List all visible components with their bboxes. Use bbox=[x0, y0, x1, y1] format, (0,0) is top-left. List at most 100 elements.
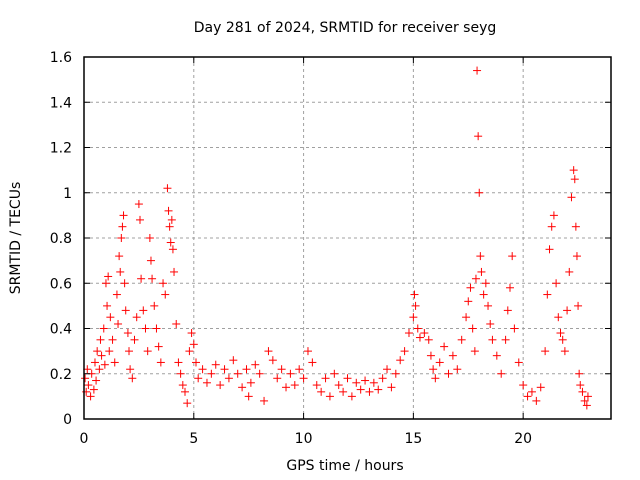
data-point bbox=[578, 387, 587, 396]
data-point bbox=[166, 238, 175, 247]
data-point bbox=[164, 206, 173, 215]
data-point bbox=[93, 347, 102, 356]
data-point bbox=[547, 222, 556, 231]
y-tick-label: 0.6 bbox=[50, 276, 72, 292]
data-point bbox=[141, 324, 150, 333]
data-point bbox=[92, 376, 101, 385]
data-point bbox=[143, 347, 152, 356]
data-point bbox=[374, 385, 383, 394]
y-tick-label: 0 bbox=[63, 412, 72, 428]
data-point bbox=[137, 274, 146, 283]
data-point bbox=[110, 358, 119, 367]
data-point bbox=[99, 324, 108, 333]
data-point bbox=[457, 335, 466, 344]
data-point bbox=[505, 283, 514, 292]
data-point bbox=[152, 324, 161, 333]
data-point bbox=[325, 392, 334, 401]
data-point bbox=[90, 358, 99, 367]
data-point bbox=[191, 358, 200, 367]
data-point bbox=[468, 324, 477, 333]
data-point bbox=[582, 401, 591, 410]
data-point bbox=[167, 215, 176, 224]
data-point bbox=[286, 369, 295, 378]
data-point bbox=[135, 215, 144, 224]
data-point bbox=[178, 381, 187, 390]
data-point bbox=[246, 378, 255, 387]
data-point bbox=[383, 365, 392, 374]
data-point bbox=[277, 365, 286, 374]
data-point bbox=[572, 252, 581, 261]
data-point bbox=[558, 335, 567, 344]
y-tick-label: 0.4 bbox=[50, 322, 72, 338]
data-point bbox=[549, 211, 558, 220]
data-point bbox=[470, 347, 479, 356]
data-point bbox=[134, 200, 143, 209]
data-point bbox=[570, 175, 579, 184]
data-point bbox=[484, 301, 493, 310]
data-point bbox=[103, 301, 112, 310]
data-point bbox=[97, 351, 106, 360]
data-point bbox=[488, 335, 497, 344]
x-tick-label: 15 bbox=[404, 431, 422, 447]
data-point bbox=[139, 306, 148, 315]
data-point bbox=[330, 369, 339, 378]
data-point bbox=[101, 279, 110, 288]
data-point bbox=[514, 358, 523, 367]
data-point bbox=[183, 399, 192, 408]
axis-ticks: 0 0.2 0.4 0.6 0.8 1 1.2 1.4 1.6 0 5 10 15 20 bbox=[50, 50, 611, 447]
data-point bbox=[361, 376, 370, 385]
data-point bbox=[486, 319, 495, 328]
data-point bbox=[202, 378, 211, 387]
data-point bbox=[571, 222, 580, 231]
data-point bbox=[440, 342, 449, 351]
data-point bbox=[444, 369, 453, 378]
data-point bbox=[264, 347, 273, 356]
x-tick-label: 20 bbox=[514, 431, 532, 447]
data-point bbox=[105, 347, 114, 356]
x-tick-label: 0 bbox=[80, 431, 89, 447]
data-point bbox=[567, 193, 576, 202]
data-point bbox=[119, 211, 128, 220]
data-point bbox=[563, 306, 572, 315]
data-point bbox=[86, 392, 95, 401]
data-point bbox=[497, 369, 506, 378]
data-point bbox=[523, 392, 532, 401]
data-point bbox=[295, 365, 304, 374]
data-point bbox=[125, 347, 134, 356]
y-axis-label: SRMTID / TECUs bbox=[8, 182, 24, 295]
data-point bbox=[574, 301, 583, 310]
data-point bbox=[273, 374, 282, 383]
data-point bbox=[154, 342, 163, 351]
data-point bbox=[321, 374, 330, 383]
data-point bbox=[211, 360, 220, 369]
data-point bbox=[238, 383, 247, 392]
data-point bbox=[492, 351, 501, 360]
data-point bbox=[118, 222, 127, 231]
data-point bbox=[121, 306, 130, 315]
data-point bbox=[126, 365, 135, 374]
data-point bbox=[391, 369, 400, 378]
data-point bbox=[424, 335, 433, 344]
data-point bbox=[255, 369, 264, 378]
data-point bbox=[409, 313, 418, 322]
data-point bbox=[501, 335, 510, 344]
data-point bbox=[334, 381, 343, 390]
data-point bbox=[216, 381, 225, 390]
data-point bbox=[356, 385, 365, 394]
data-point bbox=[466, 283, 475, 292]
data-point bbox=[473, 66, 482, 75]
data-point bbox=[268, 356, 277, 365]
data-point bbox=[159, 279, 168, 288]
y-tick-label: 0.2 bbox=[50, 367, 72, 383]
data-point bbox=[168, 245, 177, 254]
data-point bbox=[242, 365, 251, 374]
data-point bbox=[317, 387, 326, 396]
data-point bbox=[560, 347, 569, 356]
grid-layer bbox=[84, 57, 611, 419]
data-point bbox=[148, 274, 157, 283]
data-point bbox=[476, 252, 485, 261]
data-point bbox=[170, 267, 179, 276]
data-point bbox=[554, 313, 563, 322]
y-tick-label: 1 bbox=[63, 186, 72, 202]
data-point bbox=[503, 306, 512, 315]
